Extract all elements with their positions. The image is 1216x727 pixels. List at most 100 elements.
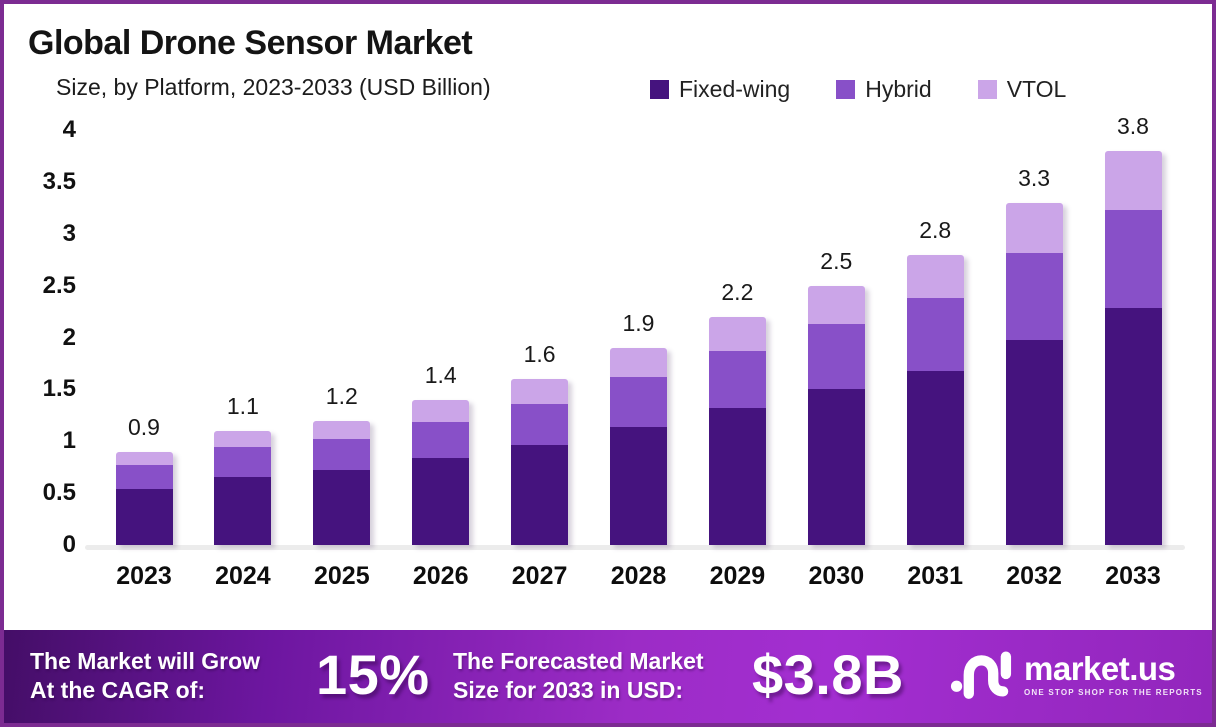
bar-total-label: 1.4 — [424, 361, 457, 388]
x-axis-category-label: 2027 — [511, 562, 568, 590]
market-us-logo-text-block: market.us ONE STOP SHOP FOR THE REPORTS — [1024, 649, 1203, 697]
legend-label-hybrid: Hybrid — [865, 76, 932, 102]
page-title: Global Drone Sensor Market — [28, 24, 473, 62]
bar-segment-fixed-wing — [1104, 308, 1162, 545]
x-axis-category-label: 2024 — [215, 562, 271, 590]
bar-segment-fixed-wing — [807, 389, 865, 545]
bar-total-label: 1.6 — [523, 341, 556, 367]
bar-segment-vtol — [1104, 150, 1162, 210]
bar-total-label: 2.2 — [721, 278, 754, 305]
bar-segment-vtol — [1005, 202, 1063, 254]
stacked-bar-2030 — [807, 285, 865, 545]
bar-segment-hybrid — [511, 403, 569, 446]
market-us-logo-icon — [950, 651, 1012, 699]
bar-segment-fixed-wing — [214, 476, 272, 545]
footer-banner: The Market will Grow At the CAGR of: 15%… — [4, 630, 1212, 723]
bar-total-label: 3.8 — [1117, 112, 1149, 139]
hybrid-swatch-icon — [836, 80, 856, 99]
bar-segment-hybrid — [313, 439, 371, 471]
bar-segment-vtol — [412, 399, 470, 422]
stacked-bar-2023 — [115, 451, 173, 545]
y-axis-tick-label: 4 — [62, 116, 76, 143]
stacked-bar-2027 — [511, 379, 569, 545]
forecast-label-line1: The Forecasted Market — [453, 648, 704, 674]
vtol-swatch-icon — [977, 80, 997, 99]
bar-segment-vtol — [115, 451, 173, 466]
y-axis-tick-label: 2.5 — [42, 271, 76, 299]
stacked-bar-2028 — [610, 347, 667, 545]
bar-total-label: 3.3 — [1018, 164, 1051, 191]
bar-segment-hybrid — [412, 421, 470, 458]
bar-total-label: 0.9 — [128, 413, 160, 440]
bar-segment-fixed-wing — [906, 370, 964, 545]
cagr-label: The Market will Grow At the CAGR of: — [30, 647, 260, 705]
bar-segment-vtol — [708, 316, 766, 351]
x-axis-category-label: 2030 — [808, 562, 865, 590]
bar-segment-fixed-wing — [115, 488, 173, 545]
bar-segment-hybrid — [807, 324, 865, 390]
chart-legend: Fixed-wing Hybrid VTOL — [650, 76, 1066, 103]
y-axis-tick-label: 3 — [62, 219, 76, 247]
bar-segment-fixed-wing — [708, 408, 766, 545]
stacked-bar-2033 — [1104, 150, 1162, 545]
stacked-bar-2024 — [214, 430, 272, 545]
x-axis-category-label: 2025 — [313, 562, 370, 590]
x-axis-category-label: 2032 — [1006, 562, 1062, 590]
bar-segment-fixed-wing — [313, 470, 371, 545]
bar-segment-vtol — [610, 347, 667, 377]
bar-segment-hybrid — [610, 376, 667, 427]
bar-segment-vtol — [313, 420, 371, 440]
stacked-bar-2031 — [906, 254, 964, 546]
stacked-bar-2029 — [708, 316, 766, 545]
x-axis-category-label: 2026 — [412, 562, 469, 590]
bar-segment-vtol — [807, 285, 865, 324]
y-axis-tick-label: 0 — [62, 531, 76, 558]
legend-item-vtol: VTOL — [977, 76, 1067, 103]
stacked-bar-2032 — [1005, 202, 1063, 545]
x-axis-line — [85, 545, 1185, 550]
forecast-label-line2: Size for 2033 in USD: — [453, 677, 684, 703]
legend-label-vtol: VTOL — [1006, 76, 1067, 102]
bar-segment-vtol — [511, 379, 569, 404]
bar-segment-fixed-wing — [610, 426, 667, 545]
y-axis-tick-label: 1 — [62, 427, 76, 455]
stacked-bar-chart: 0 0.5 1 1.5 2 2.5 3 3.5 4 2023 2024 2025 2026 2027 20… — [4, 4, 1212, 634]
x-axis-category-label: 2028 — [610, 562, 667, 590]
y-axis-tick-label: 1.5 — [42, 375, 76, 403]
bar-segment-vtol — [906, 254, 964, 299]
bar-segment-hybrid — [906, 298, 964, 371]
bar-total-label: 1.9 — [622, 309, 655, 336]
forecast-label: The Forecasted Market Size for 2033 in U… — [453, 647, 704, 705]
x-axis-category-label: 2031 — [907, 562, 963, 590]
bar-segment-hybrid — [115, 465, 173, 489]
bar-segment-fixed-wing — [1005, 339, 1063, 545]
bar-total-label: 2.5 — [820, 247, 853, 274]
bar-segment-hybrid — [1104, 209, 1162, 309]
stacked-bar-2025 — [313, 420, 371, 546]
x-axis-category-label: 2029 — [709, 562, 766, 590]
page-subtitle: Size, by Platform, 2023-2033 (USD Billio… — [56, 74, 491, 100]
bar-segment-fixed-wing — [511, 445, 569, 545]
market-us-logo-name: market.us — [1024, 649, 1176, 687]
market-us-logo: market.us ONE STOP SHOP FOR THE REPORTS — [950, 646, 1203, 702]
y-axis-tick-label: 0.5 — [42, 479, 76, 507]
bar-total-label: 2.8 — [919, 216, 952, 243]
bar-segment-fixed-wing — [412, 457, 470, 545]
bar-total-label: 1.2 — [325, 382, 358, 409]
legend-item-hybrid: Hybrid — [836, 76, 932, 103]
cagr-label-line1: The Market will Grow — [30, 648, 261, 674]
x-axis-category-label: 2033 — [1105, 562, 1161, 590]
bar-segment-vtol — [214, 430, 272, 448]
market-us-logo-tagline: ONE STOP SHOP FOR THE REPORTS — [1024, 687, 1203, 697]
cagr-label-line2: At the CAGR of: — [30, 677, 206, 703]
fixed-wing-swatch-icon — [650, 80, 669, 99]
legend-label-fixed-wing: Fixed-wing — [679, 76, 791, 102]
y-axis-tick-label: 2 — [62, 323, 76, 351]
stacked-bar-2026 — [412, 399, 470, 545]
bar-total-label: 1.1 — [226, 392, 259, 419]
forecast-value: $3.8B — [752, 643, 904, 706]
x-axis-category-label: 2023 — [116, 562, 172, 590]
cagr-value: 15% — [316, 643, 430, 706]
y-axis-tick-label: 3.5 — [42, 167, 76, 195]
